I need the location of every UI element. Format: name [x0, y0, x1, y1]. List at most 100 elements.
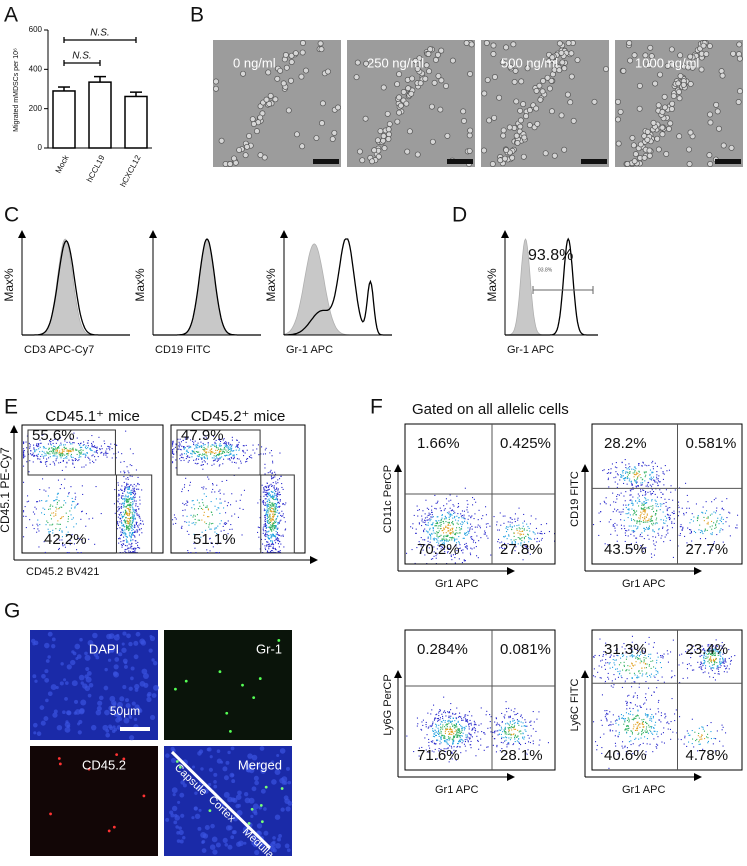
event-dot	[210, 451, 212, 453]
event-dot	[692, 520, 694, 522]
event-dot	[456, 735, 458, 737]
event-dot	[271, 478, 273, 480]
event-dot	[466, 720, 468, 722]
event-dot	[131, 513, 133, 515]
event-dot	[651, 556, 653, 558]
event-dot	[434, 494, 436, 496]
event-dot	[68, 534, 70, 536]
event-dot	[215, 449, 217, 451]
cell	[668, 46, 675, 53]
event-dot	[57, 479, 59, 481]
event-dot	[702, 672, 704, 674]
event-dot	[428, 547, 430, 549]
event-dot	[210, 448, 212, 450]
event-dot	[68, 493, 70, 495]
event-dot	[621, 474, 623, 476]
event-dot	[638, 471, 640, 473]
event-dot	[445, 729, 447, 731]
event-dot	[713, 658, 715, 660]
event-dot	[449, 532, 451, 534]
event-dot	[123, 472, 125, 474]
event-dot	[479, 525, 481, 527]
event-dot	[481, 731, 483, 733]
cell	[513, 132, 520, 139]
event-dot	[125, 494, 127, 496]
event-dot	[282, 534, 284, 536]
event-dot	[175, 459, 177, 461]
event-dot	[612, 686, 614, 688]
event-dot	[52, 449, 54, 451]
event-dot	[651, 500, 653, 502]
event-dot	[615, 462, 617, 464]
event-dot	[437, 544, 439, 546]
event-dot	[124, 486, 126, 488]
event-dot	[639, 651, 641, 653]
event-dot	[504, 731, 506, 733]
event-dot	[439, 710, 441, 712]
event-dot	[642, 519, 644, 521]
event-dot	[223, 493, 225, 495]
event-dot	[64, 546, 66, 548]
event-dot	[690, 530, 692, 532]
cell	[449, 57, 456, 64]
event-dot	[451, 738, 453, 740]
event-dot	[422, 539, 424, 541]
cell	[668, 106, 675, 112]
event-dot	[439, 525, 441, 527]
event-dot	[505, 708, 507, 710]
event-dot	[54, 464, 56, 466]
event-dot	[664, 498, 666, 500]
event-dot	[518, 720, 520, 722]
event-dot	[447, 736, 449, 738]
event-dot	[269, 504, 271, 506]
event-dot	[237, 446, 239, 448]
event-dot	[460, 735, 462, 737]
event-dot	[272, 543, 274, 545]
event-dot	[133, 500, 135, 502]
event-dot	[656, 476, 658, 478]
event-dot	[235, 449, 237, 451]
event-dot	[23, 511, 25, 513]
event-dot	[458, 740, 460, 742]
event-dot	[626, 468, 628, 470]
event-dot	[637, 485, 639, 487]
event-dot	[235, 446, 237, 448]
cell	[603, 66, 609, 73]
cell	[661, 93, 668, 100]
event-dot	[211, 542, 213, 544]
event-dot	[480, 707, 482, 709]
event-dot	[501, 736, 503, 738]
event-dot	[226, 454, 228, 456]
x-axis-label: CD19 FITC	[155, 344, 211, 356]
cell	[356, 148, 363, 155]
event-dot	[193, 514, 195, 516]
event-dot	[443, 535, 445, 537]
event-dot	[674, 489, 676, 491]
event-dot	[186, 456, 188, 458]
event-dot	[430, 536, 432, 538]
event-dot	[52, 439, 54, 441]
event-dot	[469, 528, 471, 530]
event-dot	[272, 519, 274, 521]
event-dot	[644, 494, 646, 496]
event-dot	[613, 525, 615, 527]
event-dot	[267, 512, 269, 514]
cell	[559, 59, 566, 66]
event-dot	[464, 745, 466, 747]
event-dot	[238, 449, 240, 451]
event-dot	[418, 523, 420, 525]
event-dot	[646, 465, 648, 467]
event-dot	[269, 504, 271, 506]
event-dot	[652, 471, 654, 473]
cell	[288, 52, 295, 59]
event-dot	[657, 478, 659, 480]
event-dot	[48, 531, 50, 533]
event-dot	[186, 449, 188, 451]
event-dot	[137, 544, 139, 546]
event-dot	[50, 504, 52, 506]
gate-percent: 42.2%	[44, 531, 87, 548]
event-dot	[202, 468, 204, 470]
event-dot	[47, 443, 49, 445]
event-dot	[440, 742, 442, 744]
panel-label: D	[452, 204, 467, 227]
